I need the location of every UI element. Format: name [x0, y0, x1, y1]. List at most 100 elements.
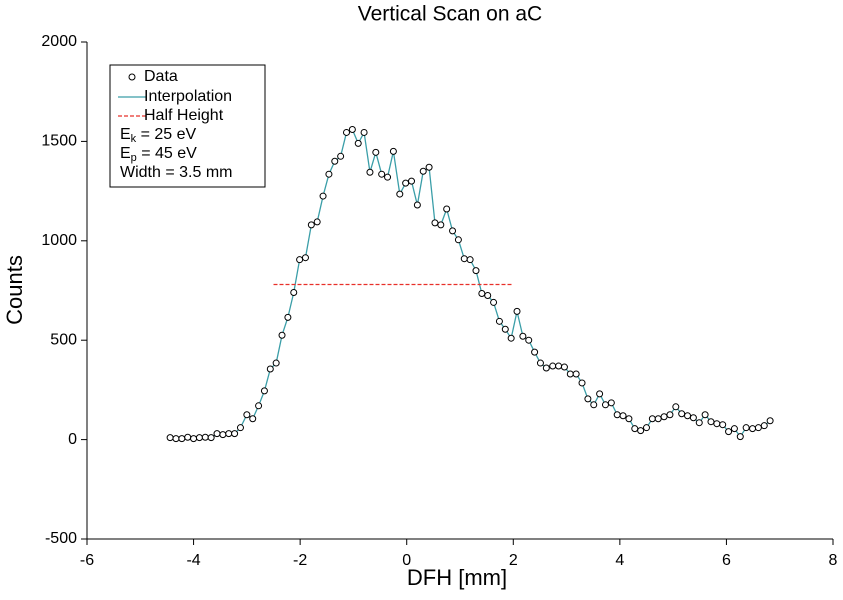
x-tick-label: 0 [402, 552, 411, 569]
data-point [760, 422, 768, 430]
data-point [266, 365, 274, 373]
y-tick-label: -500 [45, 530, 77, 547]
data-point [225, 430, 233, 438]
data-point [337, 152, 345, 160]
data-point [402, 179, 410, 187]
data-point [637, 427, 645, 435]
data-point [660, 413, 668, 421]
data-point [260, 387, 268, 395]
data-point [319, 192, 327, 200]
data-point [272, 359, 280, 367]
data-point [313, 218, 321, 226]
data-point [507, 334, 515, 342]
x-tick-label: 4 [615, 552, 624, 569]
data-point [590, 401, 598, 409]
data-point [625, 415, 633, 423]
data-point [730, 425, 738, 433]
data-point [754, 424, 762, 432]
data-point [719, 421, 727, 429]
data-point [249, 415, 257, 423]
data-point [560, 363, 568, 371]
data-point [449, 227, 457, 235]
data-point [584, 395, 592, 403]
legend-marker [128, 73, 136, 81]
data-point [290, 288, 298, 296]
data-point [684, 412, 692, 420]
x-tick-label: 6 [722, 552, 731, 569]
data-point [648, 415, 656, 423]
data-point [419, 167, 427, 175]
y-tick-label: 1500 [41, 133, 77, 150]
data-point [549, 362, 557, 370]
data-point [431, 219, 439, 227]
data-point [607, 399, 615, 407]
annotation-symbol: E [120, 126, 131, 143]
data-point [501, 325, 509, 333]
x-tick-label: -6 [80, 552, 94, 569]
y-tick-label: 500 [50, 331, 77, 348]
data-point [654, 415, 662, 423]
data-point [325, 170, 333, 178]
data-point [207, 434, 215, 442]
x-tick-label: -4 [186, 552, 200, 569]
data-point [178, 435, 186, 443]
annotation: Width = 3.5 mm [120, 164, 232, 181]
legend-box [109, 64, 266, 188]
y-tick-label: 0 [68, 431, 77, 448]
data-point [366, 168, 374, 176]
data-point [725, 428, 733, 436]
data-point [542, 364, 550, 372]
data-point [354, 139, 362, 147]
data-point [437, 221, 445, 229]
legend-label: Interpolation [144, 88, 232, 105]
data-point [536, 359, 544, 367]
data-point [236, 424, 244, 432]
data-point [360, 128, 368, 136]
data-point [331, 157, 339, 165]
annotation-subscript: k [131, 133, 137, 145]
data-point [443, 205, 451, 213]
data-point [466, 256, 474, 264]
data-point [201, 433, 209, 441]
data-point [613, 411, 621, 419]
x-tick-label: -2 [293, 552, 307, 569]
data-point [219, 431, 227, 439]
data-point [255, 402, 263, 410]
data-point [713, 420, 721, 428]
data-point [231, 430, 239, 438]
data-point [749, 425, 757, 433]
data-point [307, 221, 315, 229]
data-point [378, 170, 386, 178]
data-point [243, 411, 251, 419]
data-point [472, 267, 480, 275]
data-point [296, 256, 304, 264]
data-point [513, 307, 521, 315]
data-point [460, 255, 468, 263]
data-point [348, 125, 356, 133]
legend-label: Data [144, 68, 178, 85]
data-point [166, 434, 174, 442]
annotation-text: = 45 eV [137, 145, 197, 162]
data-point [195, 434, 203, 442]
data-point [631, 425, 639, 433]
data-point [766, 417, 774, 425]
x-tick-label: 8 [829, 552, 838, 569]
data-point [172, 435, 180, 443]
annotation-symbol: E [120, 145, 131, 162]
data-point [425, 163, 433, 171]
annotation-text: = 25 eV [136, 126, 196, 143]
data-point [678, 410, 686, 418]
data-point [278, 331, 286, 339]
data-point [601, 401, 609, 409]
data-point [555, 362, 563, 370]
data-point [742, 424, 750, 432]
data-point [454, 236, 462, 244]
data-point [284, 313, 292, 321]
data-point [672, 403, 680, 411]
data-point [484, 291, 492, 299]
data-point [495, 317, 503, 325]
data-point [389, 147, 397, 155]
data-point [301, 254, 309, 262]
y-tick-label: 1000 [41, 232, 77, 249]
